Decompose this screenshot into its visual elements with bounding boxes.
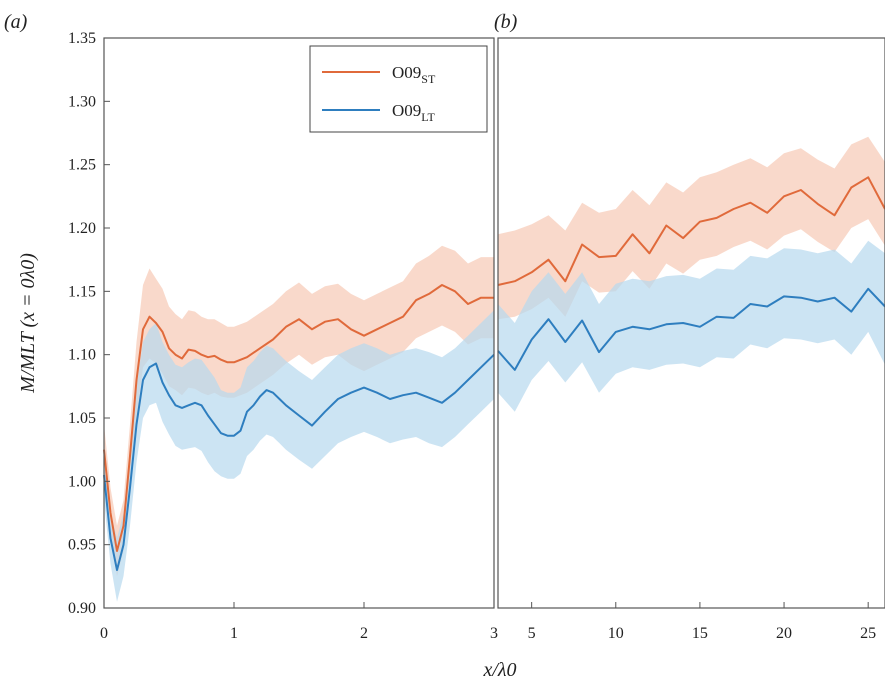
line-b-o09st (497, 176, 885, 286)
y-tick-label: 1.25 (68, 157, 96, 174)
panel-b-frame (497, 37, 885, 609)
legend-entry-st: O09ST (392, 63, 436, 86)
y-tick-label: 1.15 (68, 283, 96, 300)
x-axis-label: x/λ0 (482, 659, 516, 681)
y-tick-label: 1.05 (68, 410, 96, 427)
panel-a-frame (103, 37, 495, 609)
band-b-o09lt (498, 240, 885, 412)
panel-a: 0.90 0.95 1.00 1.05 1.10 1.15 1.20 1.25 1.30 1.35… (68, 30, 498, 642)
y-tick-label: 1.00 (68, 473, 96, 490)
line-a-o09lt (103, 353, 495, 571)
y-tick-label: 0.95 (68, 537, 96, 554)
legend-entry-st-base: O09 (392, 63, 421, 82)
panel-a-lines (103, 284, 495, 571)
line-a-o09st (103, 284, 494, 552)
legend-entry-st-sub: ST (421, 72, 436, 86)
panel-a-y-ticks: 0.90 0.95 1.00 1.05 1.10 1.15 1.20 1.25 1.30 1.35 (68, 30, 110, 617)
panel-label-b: (b) (494, 11, 518, 33)
x-tick-label: 1 (230, 625, 238, 642)
x-tick-label: 25 (860, 625, 876, 642)
panel-label-a: (a) (4, 11, 28, 33)
x-tick-label: 3 (490, 625, 498, 642)
x-tick-label: 5 (528, 625, 536, 642)
legend: O09ST O09LT (309, 45, 488, 133)
x-tick-label: 20 (776, 625, 792, 642)
x-tick-label: 10 (608, 625, 624, 642)
x-tick-label: 15 (692, 625, 708, 642)
y-tick-label: 1.10 (68, 347, 96, 364)
y-axis-label: M/MLT (x = 0λ0) (17, 253, 39, 394)
band-a-o09lt (104, 310, 494, 602)
panel-b: 5 10 15 20 25 (497, 37, 885, 642)
x-axis-label-text: x/λ0 (482, 659, 516, 681)
panel-a-bands (104, 245, 494, 602)
panel-a-x-ticks: 0 1 2 3 (100, 602, 498, 642)
panel-b-lines (497, 176, 885, 371)
band-a-o09st (104, 245, 494, 577)
y-axis-label-text: M/MLT (x = 0λ0) (17, 253, 39, 394)
y-tick-label: 1.35 (68, 30, 96, 47)
x-tick-label: 2 (360, 625, 368, 642)
panel-b-bands (498, 136, 885, 412)
band-b-o09st (498, 136, 885, 320)
panel-b-x-ticks: 5 10 15 20 25 (528, 602, 876, 642)
y-tick-label: 0.90 (68, 600, 96, 617)
legend-entry-lt-base: O09 (392, 101, 421, 120)
x-tick-label: 0 (100, 625, 108, 642)
legend-entry-lt: O09LT (392, 101, 436, 124)
legend-entry-lt-sub: LT (421, 110, 435, 124)
y-tick-label: 1.20 (68, 220, 96, 237)
legend-box (309, 45, 488, 133)
y-tick-label: 1.30 (68, 93, 96, 110)
line-b-o09lt (497, 287, 885, 371)
